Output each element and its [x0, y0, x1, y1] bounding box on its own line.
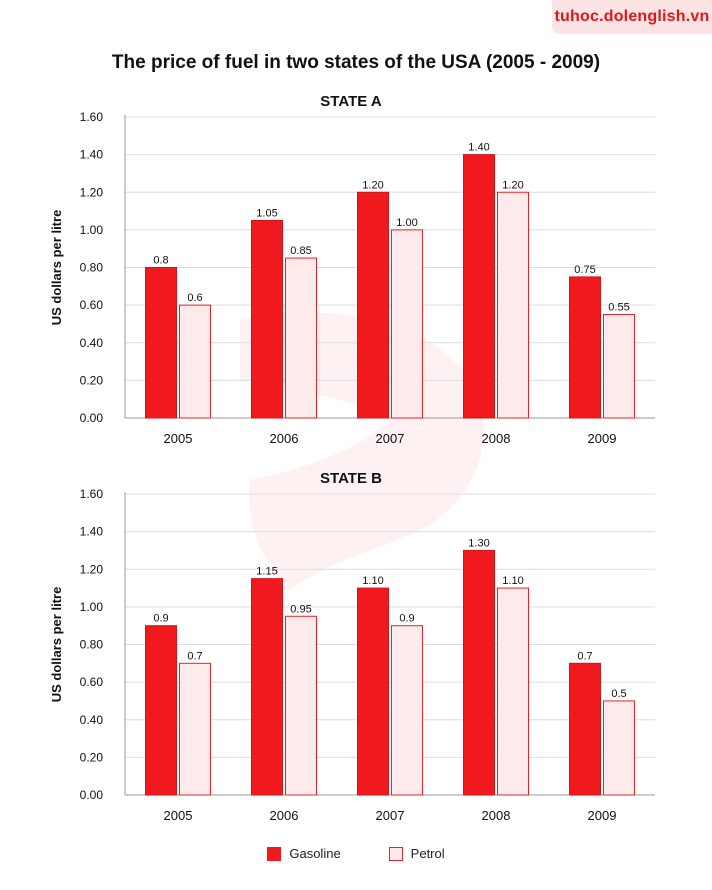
state-b-bar-petrol: [285, 615, 317, 796]
state-a-bar-petrol: [603, 314, 635, 419]
state-b-data-label-gasoline: 0.9: [153, 613, 168, 625]
state-b-xtick-label: 2006: [270, 808, 299, 823]
legend-label-gasoline: Gasoline: [289, 846, 341, 861]
state-b-ytick-label: 0.20: [80, 750, 104, 764]
state-a-xtick-label: 2006: [270, 431, 299, 446]
state-b-bar-petrol: [603, 700, 635, 796]
state-a-ytick-label: 0.40: [80, 336, 104, 350]
state-b-bar-gasoline: [569, 662, 601, 796]
state-a-data-label-petrol: 0.55: [608, 302, 629, 314]
state-b-data-label-gasoline: 1.30: [468, 537, 489, 549]
state-b-bar-gasoline: [251, 578, 283, 796]
state-a-data-label-petrol: 0.85: [290, 245, 311, 257]
state-a-bar-gasoline: [145, 267, 177, 419]
state-a-bar-petrol: [179, 304, 211, 419]
state-b-ytick-label: 0.60: [80, 675, 104, 689]
state-b-ytick-label: 1.40: [80, 525, 104, 539]
state-a-data-label-gasoline: 1.40: [468, 142, 489, 154]
state-a-ytick-label: 0.80: [80, 261, 104, 275]
state-a-chart: STATE A 0.00 0.20 0.40 0.60 0.80 1.00 1.20 1.40 1…: [49, 93, 655, 446]
state-b-bar-gasoline: [357, 587, 389, 796]
state-b-data-label-petrol: 0.5: [611, 688, 626, 700]
state-b-ytick-label: 1.20: [80, 562, 104, 576]
state-b-ytick-label: 0.40: [80, 713, 104, 727]
state-a-ytick-label: 0.20: [80, 373, 104, 387]
state-b-xtick-label: 2008: [482, 808, 511, 823]
state-b-chart-title: STATE B: [320, 470, 382, 487]
state-a-data-label-gasoline: 1.05: [256, 207, 277, 219]
state-a-data-label-petrol: 0.6: [187, 292, 202, 304]
state-b-ytick-label: 1.60: [80, 487, 104, 501]
legend-label-petrol: Petrol: [410, 846, 445, 861]
state-a-data-label-gasoline: 0.75: [574, 264, 595, 276]
state-a-data-label-gasoline: 1.20: [362, 179, 383, 191]
state-a-bar-gasoline: [251, 219, 283, 419]
state-a-ytick-label: 0.00: [80, 411, 104, 425]
state-a-xtick-label: 2009: [588, 431, 617, 446]
legend-swatch-gasoline: [267, 846, 282, 861]
state-b-xtick-label: 2005: [164, 808, 193, 823]
state-b-data-label-gasoline: 1.15: [256, 566, 277, 578]
state-a-bar-gasoline: [357, 191, 389, 419]
state-b-xtick-label: 2007: [376, 808, 405, 823]
state-b-data-label-petrol: 1.10: [502, 575, 523, 587]
state-a-bar-petrol: [391, 229, 423, 419]
legend-swatch-petrol: [388, 846, 403, 861]
state-b-bar-petrol: [497, 587, 529, 796]
state-b-data-label-petrol: 0.95: [290, 603, 311, 615]
state-b-xtick-label: 2009: [588, 808, 617, 823]
state-b-ytick-label: 0.00: [80, 788, 104, 802]
state-b-ytick-label: 1.00: [80, 600, 104, 614]
state-b-bar-petrol: [179, 662, 211, 796]
state-a-ytick-label: 1.00: [80, 223, 104, 237]
state-a-data-label-petrol: 1.00: [396, 217, 417, 229]
state-b-bar-gasoline: [145, 625, 177, 796]
state-a-y-axis-label: US dollars per litre: [49, 210, 64, 326]
state-a-xtick-label: 2007: [376, 431, 405, 446]
state-a-ytick-label: 1.60: [80, 110, 104, 124]
state-b-data-label-gasoline: 0.7: [577, 650, 592, 662]
state-a-xtick-label: 2005: [164, 431, 193, 446]
site-tag[interactable]: tuhoc.dolenglish.vn: [552, 0, 712, 34]
state-b-bar-gasoline: [463, 549, 495, 796]
state-b-data-label-petrol: 0.9: [399, 613, 414, 625]
state-a-ytick-label: 1.20: [80, 185, 104, 199]
state-a-xtick-label: 2008: [482, 431, 511, 446]
legend-item-gasoline: Gasoline: [267, 846, 341, 861]
state-b-chart: STATE B 0.00 0.20 0.40 0.60 0.80 1.00 1.20 1.40 1…: [49, 470, 655, 823]
state-a-ytick-label: 1.40: [80, 148, 104, 162]
state-a-ytick-label: 0.60: [80, 298, 104, 312]
state-a-bar-petrol: [497, 191, 529, 419]
state-a-bar-petrol: [285, 257, 317, 419]
state-a-bar-gasoline: [569, 276, 601, 419]
state-a-bar-gasoline: [463, 154, 495, 419]
state-a-chart-title: STATE A: [320, 93, 382, 110]
state-a-data-label-gasoline: 0.8: [153, 255, 168, 267]
state-a-data-label-petrol: 1.20: [502, 179, 523, 191]
legend-item-petrol: Petrol: [388, 846, 445, 861]
state-b-y-axis-label: US dollars per litre: [49, 587, 64, 703]
chart-main-title: The price of fuel in two states of the U…: [111, 52, 601, 73]
state-b-ytick-label: 0.80: [80, 638, 104, 652]
state-b-bar-petrol: [391, 625, 423, 796]
legend: Gasoline Petrol: [0, 846, 712, 861]
state-b-data-label-petrol: 0.7: [187, 650, 202, 662]
state-b-data-label-gasoline: 1.10: [362, 575, 383, 587]
